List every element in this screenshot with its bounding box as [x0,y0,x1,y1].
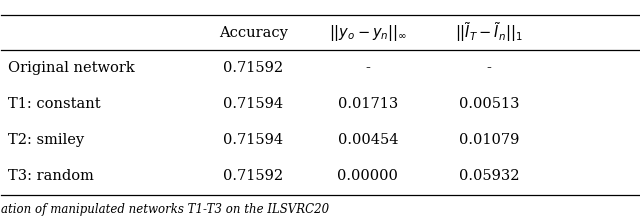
Text: 0.71592: 0.71592 [223,61,283,75]
Text: 0.01713: 0.01713 [338,97,398,111]
Text: T2: smiley: T2: smiley [8,133,84,147]
Text: 0.00000: 0.00000 [337,169,398,183]
Text: -: - [365,61,370,75]
Text: 0.71594: 0.71594 [223,97,283,111]
Text: T1: constant: T1: constant [8,97,100,111]
Text: 0.05932: 0.05932 [459,169,519,183]
Text: Original network: Original network [8,61,134,75]
Text: -: - [486,61,492,75]
Text: ation of manipulated networks T1-T3 on the ILSVRC20: ation of manipulated networks T1-T3 on t… [1,203,330,216]
Text: $||y_o - y_n||_\infty$: $||y_o - y_n||_\infty$ [329,23,407,43]
Text: Accuracy: Accuracy [219,26,287,39]
Text: 0.00513: 0.00513 [459,97,519,111]
Text: $||\tilde{I}_T - \tilde{I}_n||_1$: $||\tilde{I}_T - \tilde{I}_n||_1$ [455,21,523,44]
Text: T3: random: T3: random [8,169,93,183]
Text: 0.71594: 0.71594 [223,133,283,147]
Text: 0.01079: 0.01079 [459,133,519,147]
Text: 0.71592: 0.71592 [223,169,283,183]
Text: 0.00454: 0.00454 [337,133,398,147]
